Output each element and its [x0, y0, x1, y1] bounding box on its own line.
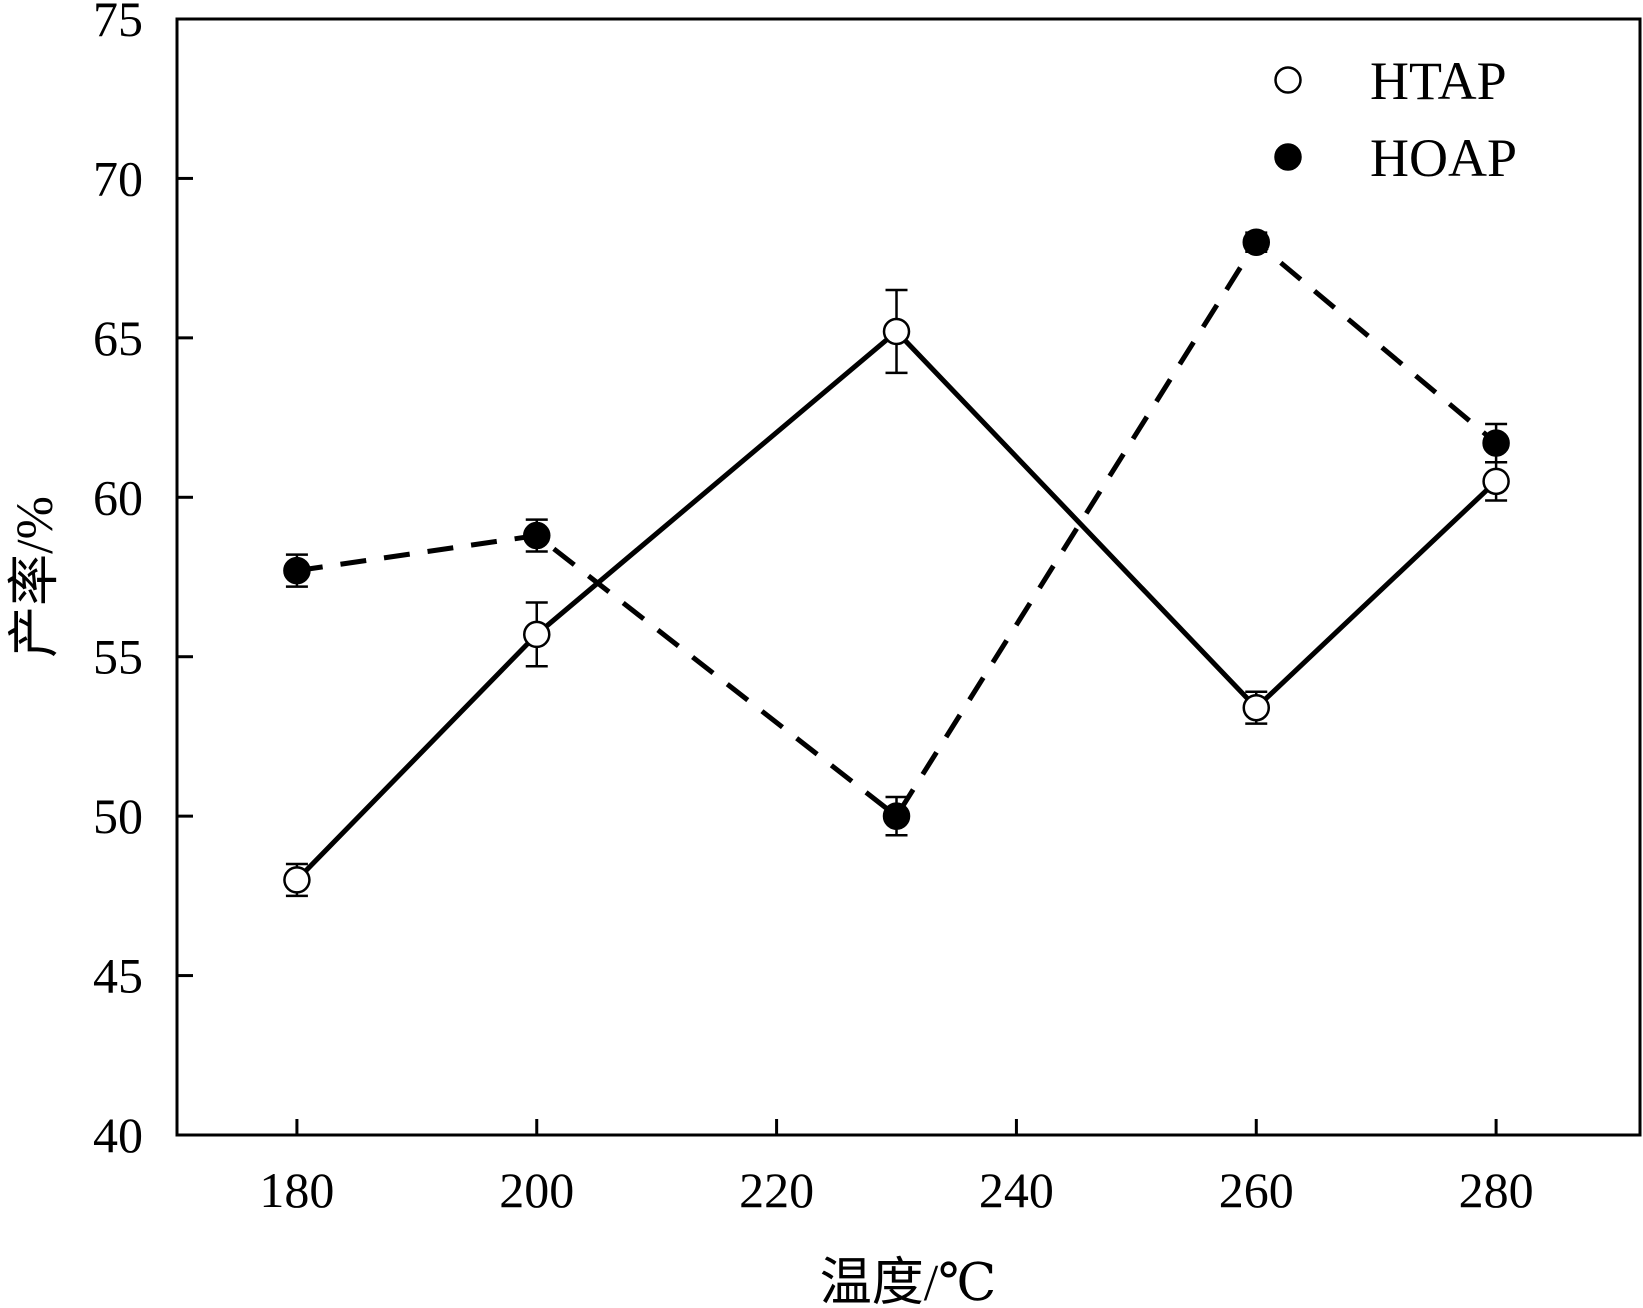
- legend: HTAP HOAP: [1274, 51, 1517, 188]
- htap-point: [1482, 467, 1510, 496]
- legend-marker-hoap: [1274, 143, 1302, 171]
- x-tick-label: 200: [499, 1162, 574, 1218]
- htap-point: [1242, 693, 1271, 722]
- x-tick-label: 180: [259, 1162, 334, 1218]
- y-tick-label: 75: [93, 0, 143, 47]
- y-axis-title: 产率/%: [7, 496, 64, 658]
- y-tick-label: 50: [93, 788, 143, 844]
- x-tick-label: 280: [1459, 1162, 1534, 1218]
- y-tick-label: 60: [93, 469, 143, 525]
- htap-point: [882, 317, 911, 346]
- legend-label-htap: HTAP: [1370, 51, 1507, 111]
- series-layer: [283, 228, 1510, 898]
- hoap-point: [523, 521, 551, 550]
- x-tick-label: 220: [739, 1162, 814, 1218]
- plot-frame: [175, 17, 1642, 1137]
- hoap-point: [882, 802, 911, 830]
- legend-marker-htap: [1274, 66, 1302, 94]
- htap-point: [283, 866, 311, 894]
- x-tick-label: 260: [1219, 1162, 1294, 1218]
- x-tick-label: 240: [979, 1162, 1054, 1218]
- y-axis-ticks: 40 45 50 55 60 65 70 75: [93, 0, 193, 1163]
- y-tick-label: 70: [93, 150, 143, 206]
- y-tick-label: 65: [93, 310, 143, 366]
- hoap-point: [1242, 228, 1271, 256]
- y-tick-label: 40: [93, 1107, 143, 1163]
- legend-label-hoap: HOAP: [1370, 128, 1517, 188]
- htap-point: [523, 620, 551, 649]
- y-tick-label: 45: [93, 948, 143, 1004]
- hoap-point: [283, 556, 311, 585]
- y-tick-label: 55: [93, 629, 143, 685]
- x-axis-ticks: 180 200 220 240 260 280: [259, 1119, 1534, 1218]
- hoap-point: [1482, 429, 1510, 457]
- x-axis-title: 温度/℃: [820, 1255, 997, 1308]
